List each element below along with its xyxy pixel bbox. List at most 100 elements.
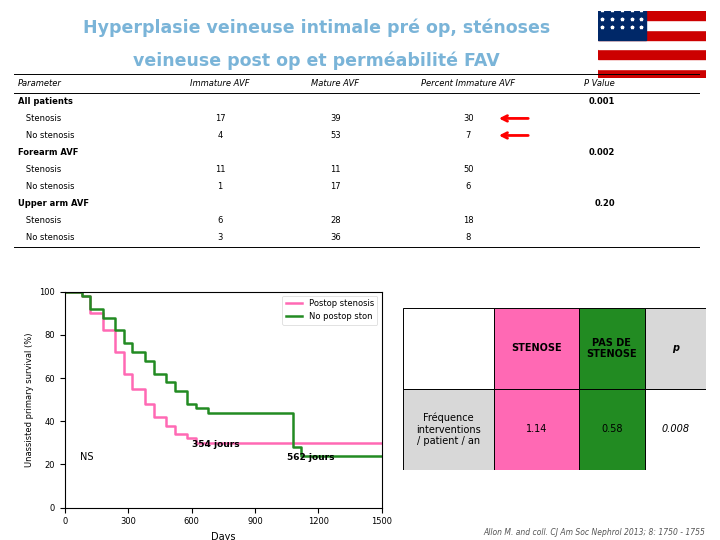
Text: No stenosis: No stenosis	[18, 233, 74, 242]
Text: 17: 17	[215, 114, 225, 123]
No postop ston	[289, 444, 297, 450]
Postop stenosis	[234, 440, 243, 446]
Bar	[598, 40, 706, 49]
Postop stenosis	[204, 440, 212, 446]
Postop stenosis	[255, 440, 264, 446]
Text: veineuse post op et perméabilité FAV: veineuse post op et perméabilité FAV	[133, 51, 500, 70]
Postop stenosis	[111, 349, 120, 355]
No postop ston	[225, 409, 234, 416]
Text: 11: 11	[215, 165, 225, 174]
No postop ston	[171, 388, 179, 394]
Text: 28: 28	[330, 216, 341, 225]
Text: Immature AVF: Immature AVF	[190, 79, 250, 88]
Text: Stenosis: Stenosis	[18, 114, 61, 123]
Text: 30: 30	[463, 114, 474, 123]
Text: Hyperplasie veineuse intimale pré op, sténoses: Hyperplasie veineuse intimale pré op, st…	[84, 19, 550, 37]
Text: Upper arm AVF: Upper arm AVF	[18, 199, 89, 208]
No postop ston	[77, 293, 86, 299]
Text: No stenosis: No stenosis	[18, 131, 74, 140]
Bar	[598, 30, 706, 40]
Bar	[598, 11, 706, 21]
Text: 0.008: 0.008	[661, 424, 690, 434]
Text: 0.58: 0.58	[601, 424, 623, 434]
Bar	[598, 49, 706, 59]
Bar	[494, 308, 579, 389]
Postop stenosis	[212, 440, 221, 446]
Text: PAS DE
STENOSE: PAS DE STENOSE	[587, 338, 637, 359]
Text: 354 jours: 354 jours	[192, 440, 239, 449]
Text: 18: 18	[463, 216, 474, 225]
Text: NS: NS	[80, 452, 93, 462]
Text: Fréquence
interventions
/ patient / an: Fréquence interventions / patient / an	[416, 413, 481, 446]
No postop ston	[297, 453, 306, 459]
No postop ston	[149, 370, 158, 377]
Text: No stenosis: No stenosis	[18, 182, 74, 191]
Text: 4: 4	[217, 131, 222, 140]
Text: Percent Immature AVF: Percent Immature AVF	[421, 79, 516, 88]
Postop stenosis	[128, 386, 137, 392]
Text: 1.14: 1.14	[526, 424, 547, 434]
Text: 3: 3	[217, 233, 223, 242]
Postop stenosis	[276, 440, 284, 446]
Postop stenosis	[377, 440, 386, 446]
Postop stenosis	[120, 370, 128, 377]
Postop stenosis	[149, 414, 158, 420]
Postop stenosis	[77, 293, 86, 299]
Line: Postop stenosis: Postop stenosis	[65, 292, 382, 443]
Text: 8: 8	[465, 233, 471, 242]
Postop stenosis	[60, 288, 69, 295]
Text: 6: 6	[465, 182, 471, 191]
Bar	[598, 11, 647, 40]
Y-axis label: Unassisted primary survival (%): Unassisted primary survival (%)	[24, 332, 34, 467]
Text: P Value: P Value	[584, 79, 615, 88]
Bar	[645, 308, 706, 389]
No postop ston	[310, 453, 318, 459]
Text: Allon M. and coll. CJ Am Soc Nephrol 2013; 8: 1750 - 1755: Allon M. and coll. CJ Am Soc Nephrol 201…	[484, 528, 706, 537]
Line: No postop ston: No postop ston	[65, 292, 382, 456]
No postop ston	[60, 288, 69, 295]
Text: 7: 7	[465, 131, 471, 140]
No postop ston	[318, 453, 327, 459]
Postop stenosis	[162, 422, 171, 429]
Text: 0.001: 0.001	[588, 97, 615, 106]
Legend: Postop stenosis, No postop ston: Postop stenosis, No postop ston	[282, 296, 377, 325]
Bar	[598, 69, 706, 78]
Postop stenosis	[183, 435, 192, 442]
No postop ston	[111, 327, 120, 334]
X-axis label: Days: Days	[211, 532, 235, 540]
Bar	[494, 389, 579, 470]
Postop stenosis	[140, 401, 149, 407]
No postop ston	[128, 349, 137, 355]
Postop stenosis	[99, 327, 107, 334]
No postop ston	[246, 409, 255, 416]
Text: 50: 50	[463, 165, 473, 174]
Text: STENOSE: STENOSE	[511, 343, 562, 353]
No postop ston	[276, 409, 284, 416]
Bar	[403, 389, 494, 470]
Text: 562 jours: 562 jours	[287, 453, 334, 462]
No postop ston	[267, 409, 276, 416]
No postop ston	[255, 409, 264, 416]
No postop ston	[204, 409, 212, 416]
No postop ston	[234, 409, 243, 416]
Text: 53: 53	[330, 131, 341, 140]
Text: Stenosis: Stenosis	[18, 216, 61, 225]
No postop ston	[183, 401, 192, 407]
Postop stenosis	[225, 440, 234, 446]
Text: 39: 39	[330, 114, 341, 123]
Text: 0.20: 0.20	[594, 199, 615, 208]
Postop stenosis	[192, 440, 200, 446]
Text: All patients: All patients	[18, 97, 73, 106]
Bar	[598, 59, 706, 69]
No postop ston	[86, 306, 94, 312]
No postop ston	[162, 379, 171, 386]
Bar	[403, 308, 494, 389]
Text: Parameter: Parameter	[18, 79, 61, 88]
Postop stenosis	[246, 440, 255, 446]
No postop ston	[99, 314, 107, 321]
No postop ston	[192, 405, 200, 411]
Text: 0.002: 0.002	[588, 148, 615, 157]
No postop ston	[377, 453, 386, 459]
Text: Mature AVF: Mature AVF	[311, 79, 359, 88]
Text: 1: 1	[217, 182, 222, 191]
